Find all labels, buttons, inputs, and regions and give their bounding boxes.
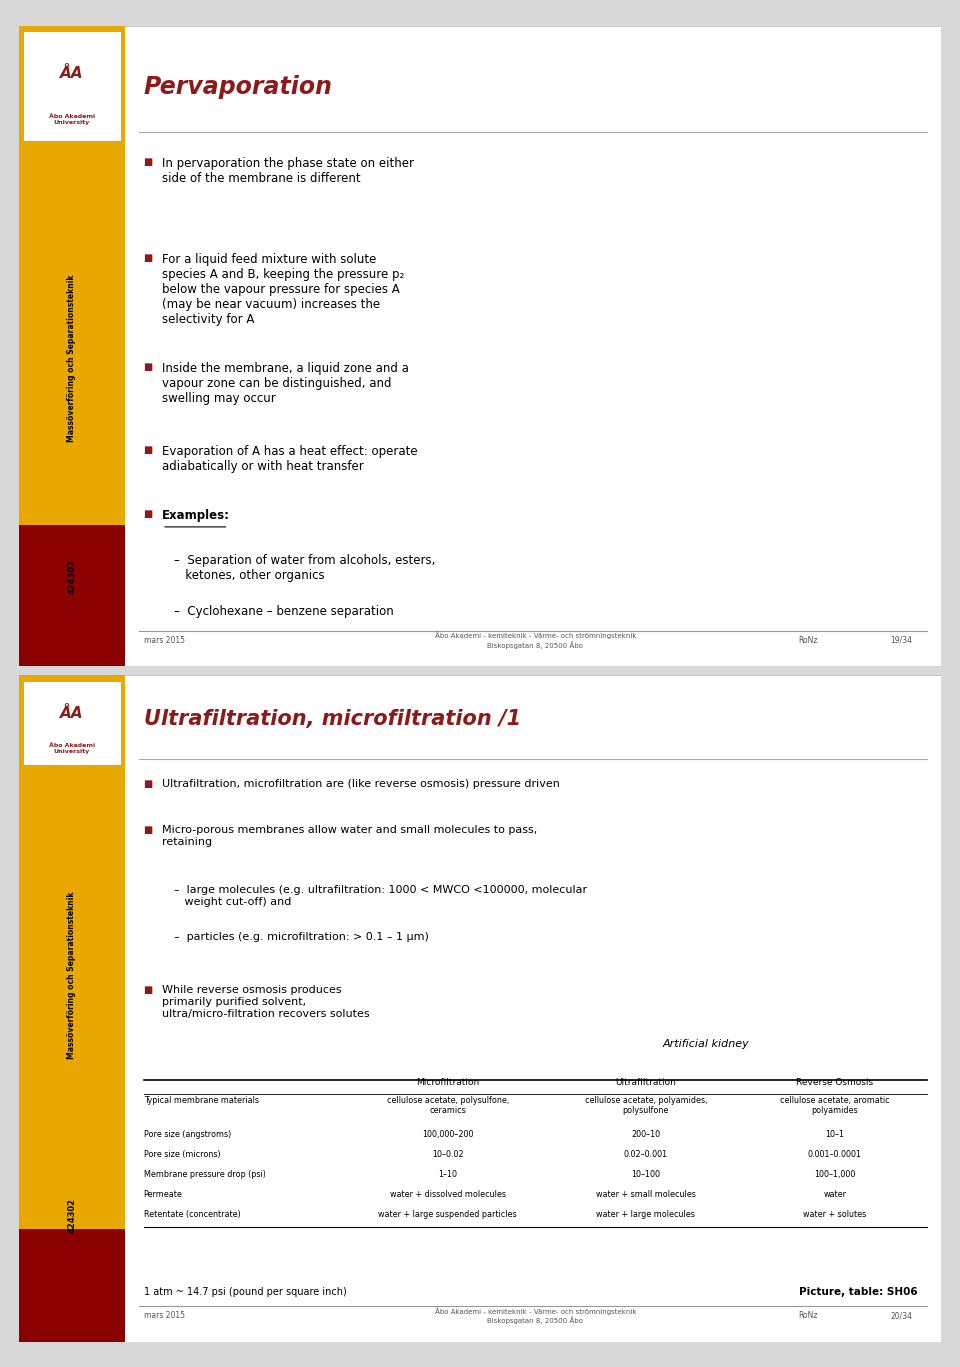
FancyBboxPatch shape xyxy=(24,682,121,766)
Text: water + solutes: water + solutes xyxy=(804,1210,867,1219)
Text: Pore size (angstroms): Pore size (angstroms) xyxy=(144,1131,230,1139)
Text: cellulose acetate, polysulfone,
ceramics: cellulose acetate, polysulfone, ceramics xyxy=(387,1095,509,1115)
Text: Massöverföring och Separationsteknik: Massöverföring och Separationsteknik xyxy=(67,275,76,443)
Text: In pervaporation the phase state on either
side of the membrane is different: In pervaporation the phase state on eith… xyxy=(162,157,414,185)
Text: cellulose acetate, aromatic
polyamides: cellulose acetate, aromatic polyamides xyxy=(780,1095,890,1115)
Text: RoNz: RoNz xyxy=(798,636,818,645)
Text: mars 2015: mars 2015 xyxy=(144,636,184,645)
Text: water + dissolved molecules: water + dissolved molecules xyxy=(390,1191,506,1199)
Text: ■: ■ xyxy=(144,157,153,167)
Text: Retentate (concentrate): Retentate (concentrate) xyxy=(144,1210,240,1219)
Text: mars 2015: mars 2015 xyxy=(144,1311,184,1321)
Text: 0.001–0.0001: 0.001–0.0001 xyxy=(807,1150,862,1159)
Text: 1 atm ~ 14.7 psi (pound per square inch): 1 atm ~ 14.7 psi (pound per square inch) xyxy=(144,1288,347,1297)
Text: cellulose acetate, polyamides,
polysulfone: cellulose acetate, polyamides, polysulfo… xyxy=(585,1095,708,1115)
FancyBboxPatch shape xyxy=(24,33,121,141)
Text: ÅA: ÅA xyxy=(60,66,84,81)
Text: 200–10: 200–10 xyxy=(632,1131,660,1139)
Text: ■: ■ xyxy=(144,986,153,995)
Text: Microfiltration: Microfiltration xyxy=(416,1079,479,1087)
Text: Åbo Akademi
University: Åbo Akademi University xyxy=(49,744,95,755)
Text: Evaporation of A has a heat effect: operate
adiabatically or with heat transfer: Evaporation of A has a heat effect: oper… xyxy=(162,446,418,473)
Text: ■: ■ xyxy=(144,253,153,262)
Text: RoNz: RoNz xyxy=(798,1311,818,1321)
Text: ■: ■ xyxy=(144,779,153,789)
FancyBboxPatch shape xyxy=(19,26,941,666)
Text: While reverse osmosis produces
primarily purified solvent,
ultra/micro-filtratio: While reverse osmosis produces primarily… xyxy=(162,986,370,1018)
Text: –  Cyclohexane – benzene separation: – Cyclohexane – benzene separation xyxy=(174,606,394,618)
Text: Typical membrane materials: Typical membrane materials xyxy=(144,1095,258,1105)
FancyBboxPatch shape xyxy=(19,675,941,1342)
Text: Micro-porous membranes allow water and small molecules to pass,
retaining: Micro-porous membranes allow water and s… xyxy=(162,826,538,848)
Text: Artificial kidney: Artificial kidney xyxy=(662,1039,749,1048)
FancyBboxPatch shape xyxy=(19,26,125,666)
Text: ■: ■ xyxy=(144,362,153,372)
Text: Åbo Akademi - kemiteknik - Värme- och strömningsteknik
Biskopsgatan 8, 20500 Åbo: Åbo Akademi - kemiteknik - Värme- och st… xyxy=(435,632,636,648)
Text: Massöverföring och Separationsteknik: Massöverföring och Separationsteknik xyxy=(67,891,76,1059)
FancyBboxPatch shape xyxy=(19,1229,125,1342)
Text: 0.02–0.001: 0.02–0.001 xyxy=(624,1150,668,1159)
Text: Picture, table: SH06: Picture, table: SH06 xyxy=(799,1288,918,1297)
Text: water: water xyxy=(824,1191,847,1199)
FancyBboxPatch shape xyxy=(19,675,125,1342)
Text: Inside the membrane, a liquid zone and a
vapour zone can be distinguished, and
s: Inside the membrane, a liquid zone and a… xyxy=(162,362,409,405)
Text: For a liquid feed mixture with solute
species A and B, keeping the pressure p₂
b: For a liquid feed mixture with solute sp… xyxy=(162,253,404,327)
Text: 10–100: 10–100 xyxy=(632,1170,660,1180)
Text: 10–1: 10–1 xyxy=(826,1131,844,1139)
Text: 424302: 424302 xyxy=(67,559,76,593)
Text: Pore size (microns): Pore size (microns) xyxy=(144,1150,220,1159)
Text: Ultrafiltration, microfiltration /1: Ultrafiltration, microfiltration /1 xyxy=(144,708,520,729)
FancyBboxPatch shape xyxy=(19,525,125,666)
Text: –  particles (e.g. microfiltration: > 0.1 – 1 μm): – particles (e.g. microfiltration: > 0.1… xyxy=(174,932,429,942)
Text: ÅA: ÅA xyxy=(60,707,84,722)
Text: water + large suspended particles: water + large suspended particles xyxy=(378,1210,517,1219)
Text: ■: ■ xyxy=(144,826,153,835)
Text: –  Separation of water from alcohols, esters,
   ketones, other organics: – Separation of water from alcohols, est… xyxy=(174,554,436,582)
Text: ■: ■ xyxy=(144,446,153,455)
Text: Åbo Akademi - kemiteknik - Värme- och strömningsteknik
Biskopsgatan 8, 20500 Åbo: Åbo Akademi - kemiteknik - Värme- och st… xyxy=(435,1307,636,1325)
Text: Examples:: Examples: xyxy=(162,509,230,522)
Text: water + large molecules: water + large molecules xyxy=(596,1210,695,1219)
Text: Membrane pressure drop (psi): Membrane pressure drop (psi) xyxy=(144,1170,266,1180)
Text: 1–10: 1–10 xyxy=(439,1170,457,1180)
Text: Åbo Akademi
University: Åbo Akademi University xyxy=(49,113,95,124)
Text: 424302: 424302 xyxy=(67,1197,76,1233)
Text: Reverse Osmosis: Reverse Osmosis xyxy=(796,1079,874,1087)
Text: Permeate: Permeate xyxy=(144,1191,182,1199)
Text: ■: ■ xyxy=(144,509,153,519)
Text: Ultrafiltration: Ultrafiltration xyxy=(615,1079,677,1087)
Text: 100–1,000: 100–1,000 xyxy=(814,1170,855,1180)
Text: Ultrafiltration, microfiltration are (like reverse osmosis) pressure driven: Ultrafiltration, microfiltration are (li… xyxy=(162,779,560,789)
Text: 20/34: 20/34 xyxy=(890,1311,912,1321)
Text: Pervaporation: Pervaporation xyxy=(144,75,332,98)
Text: 19/34: 19/34 xyxy=(890,636,912,645)
Text: 10–0.02: 10–0.02 xyxy=(432,1150,464,1159)
Text: 100,000–200: 100,000–200 xyxy=(422,1131,473,1139)
Text: –  large molecules (e.g. ultrafiltration: 1000 < MWCO <100000, molecular
   weig: – large molecules (e.g. ultrafiltration:… xyxy=(174,886,588,908)
Text: water + small molecules: water + small molecules xyxy=(596,1191,696,1199)
